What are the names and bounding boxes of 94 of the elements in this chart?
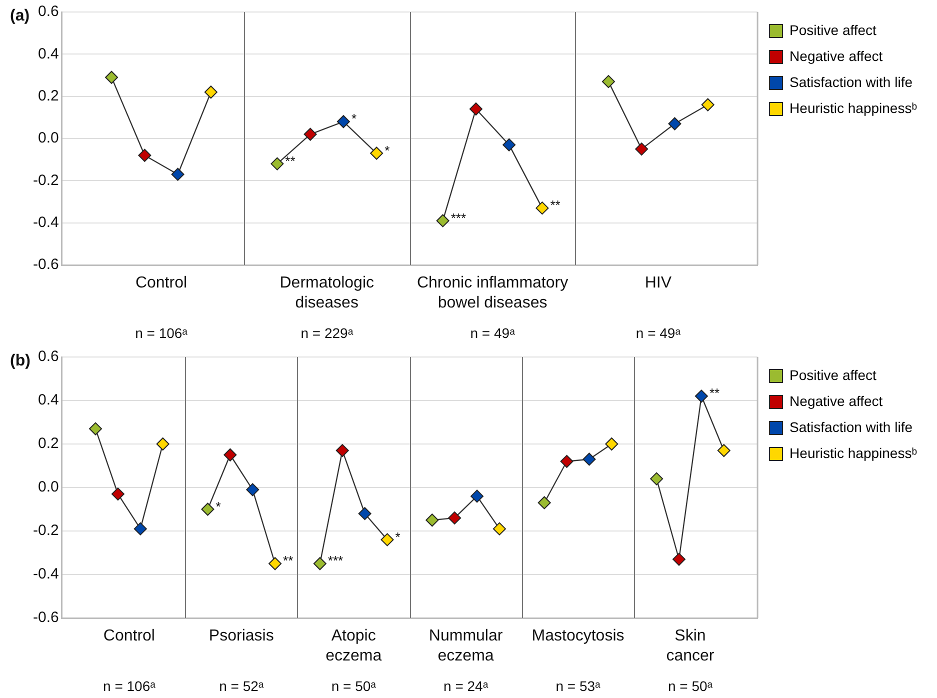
point — [380, 533, 394, 546]
legend-label: Satisfaction with life — [790, 418, 913, 435]
text: n = 106ᵃ — [103, 678, 156, 694]
legend-label: Negative affect — [790, 48, 883, 64]
point — [635, 142, 648, 156]
y-tick-label: -0.6 — [32, 609, 59, 626]
text: Mastocytosis — [532, 627, 624, 644]
text: n = 49ᵃ — [470, 324, 516, 341]
data-label: * — [384, 142, 390, 158]
point — [304, 128, 317, 141]
point — [502, 138, 516, 152]
point — [701, 98, 714, 112]
y-tick-label: -0.4 — [32, 566, 59, 583]
point — [201, 502, 214, 516]
point — [313, 557, 326, 570]
y-tick-label: 0.0 — [38, 478, 59, 496]
text: HIV — [644, 274, 672, 292]
chart-title: (b) — [10, 352, 30, 370]
data-label: * — [351, 111, 356, 126]
text: n = 53ᵃ — [556, 678, 602, 694]
text: Control — [103, 627, 155, 644]
y-tick-label: -0.4 — [32, 214, 59, 231]
point — [336, 444, 349, 458]
point — [717, 444, 730, 458]
legend-label: Positive affect — [790, 22, 877, 38]
point — [582, 452, 596, 466]
text: n = 50ᵃ — [668, 678, 714, 694]
data-label: ** — [285, 153, 296, 168]
point — [370, 146, 384, 160]
text: Psoriasis — [208, 627, 274, 644]
point — [694, 390, 708, 403]
text: n = 24ᵃ — [444, 678, 489, 694]
point — [358, 507, 372, 520]
point — [602, 75, 615, 88]
legend-label: Heuristic happinessᵇ — [790, 444, 918, 461]
point — [134, 522, 147, 536]
data-label: *** — [328, 553, 344, 568]
legend-label: Heuristic happinessᵇ — [790, 100, 918, 116]
y-tick-label: 0.6 — [38, 3, 59, 20]
point — [105, 70, 118, 84]
point — [246, 483, 260, 496]
legend-label: Negative affect — [790, 392, 883, 409]
point — [605, 438, 618, 450]
point — [156, 438, 170, 450]
chart-title: (a) — [10, 7, 30, 24]
y-tick-label: -0.2 — [32, 172, 59, 189]
point — [426, 514, 439, 527]
data-label: ** — [283, 553, 294, 568]
data-label: ** — [550, 198, 560, 213]
point — [270, 157, 284, 170]
text: Control — [135, 274, 188, 292]
point — [111, 488, 124, 501]
data-label: *** — [450, 210, 466, 226]
text: Dermatologic diseases — [280, 274, 374, 312]
y-tick-label: 0.6 — [38, 348, 59, 366]
point — [436, 214, 450, 228]
point — [224, 448, 237, 462]
point — [448, 511, 462, 524]
point — [138, 148, 152, 162]
point — [650, 472, 664, 486]
legend-label: Positive affect — [790, 366, 877, 383]
text: Skin cancer — [666, 627, 715, 664]
point — [492, 522, 506, 536]
point — [204, 86, 218, 99]
point — [668, 117, 682, 130]
text: Nummular eczema — [428, 627, 504, 664]
text: n = 49ᵃ — [636, 324, 682, 341]
y-tick-label: 0.2 — [38, 435, 59, 452]
data-label: * — [216, 498, 221, 514]
data-label: ** — [709, 386, 720, 401]
point — [89, 422, 102, 436]
text: Atopic eczema — [326, 627, 382, 664]
point — [672, 552, 686, 566]
point — [171, 168, 184, 181]
text: Chronic inflammatory bowel diseases — [416, 274, 568, 312]
point — [336, 115, 350, 128]
data-label: * — [395, 529, 400, 544]
point — [469, 102, 482, 116]
point — [268, 557, 282, 570]
point — [470, 490, 484, 503]
point — [536, 202, 549, 215]
legend-label: Satisfaction with life — [790, 74, 913, 90]
y-tick-label: 0.2 — [38, 87, 59, 104]
text: n = 229ᵃ — [300, 324, 354, 341]
y-tick-label: -0.2 — [32, 522, 59, 540]
point — [560, 454, 574, 468]
text: n = 106ᵃ — [135, 324, 188, 341]
y-tick-label: -0.6 — [32, 256, 59, 274]
y-tick-label: 0.0 — [38, 130, 59, 147]
text: n = 52ᵃ — [219, 678, 264, 694]
text: n = 50ᵃ — [331, 678, 377, 694]
y-tick-label: 0.4 — [38, 392, 59, 409]
y-tick-label: 0.4 — [38, 45, 59, 62]
point — [538, 496, 551, 510]
